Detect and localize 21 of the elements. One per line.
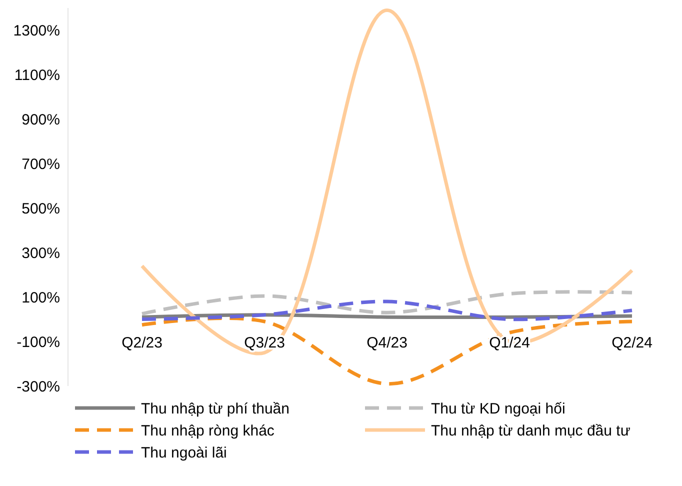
- legend-label: Thu ngoài lãi: [141, 444, 227, 462]
- y-tick-label: -300%: [16, 378, 60, 396]
- legend-label: Thu nhập ròng khác: [141, 422, 275, 440]
- legend-label: Thu từ KD ngoại hối: [431, 400, 566, 418]
- y-tick-label: 500%: [22, 200, 60, 218]
- legend-label: Thu nhập từ danh mục đầu tư: [431, 422, 630, 440]
- line-series: [140, 300, 634, 322]
- y-tick-label: -100%: [16, 334, 60, 351]
- y-tick-label: 700%: [22, 156, 60, 173]
- y-tick-label: 900%: [22, 111, 60, 128]
- line-series: [140, 290, 634, 316]
- y-tick-label: 1100%: [14, 66, 60, 84]
- legend-label: Thu nhập từ phí thuần: [141, 400, 290, 418]
- x-tick-label: Q3/23: [244, 334, 285, 352]
- x-tick-label: Q2/23: [122, 334, 162, 352]
- x-tick-label: Q1/24: [489, 334, 530, 352]
- x-tick-label: Q4/23: [366, 334, 408, 352]
- y-tick-label: 1300%: [13, 22, 60, 40]
- y-tick-label: 100%: [22, 289, 60, 306]
- x-tick-label: Q2/24: [612, 334, 652, 352]
- y-tick-label: 300%: [22, 244, 60, 262]
